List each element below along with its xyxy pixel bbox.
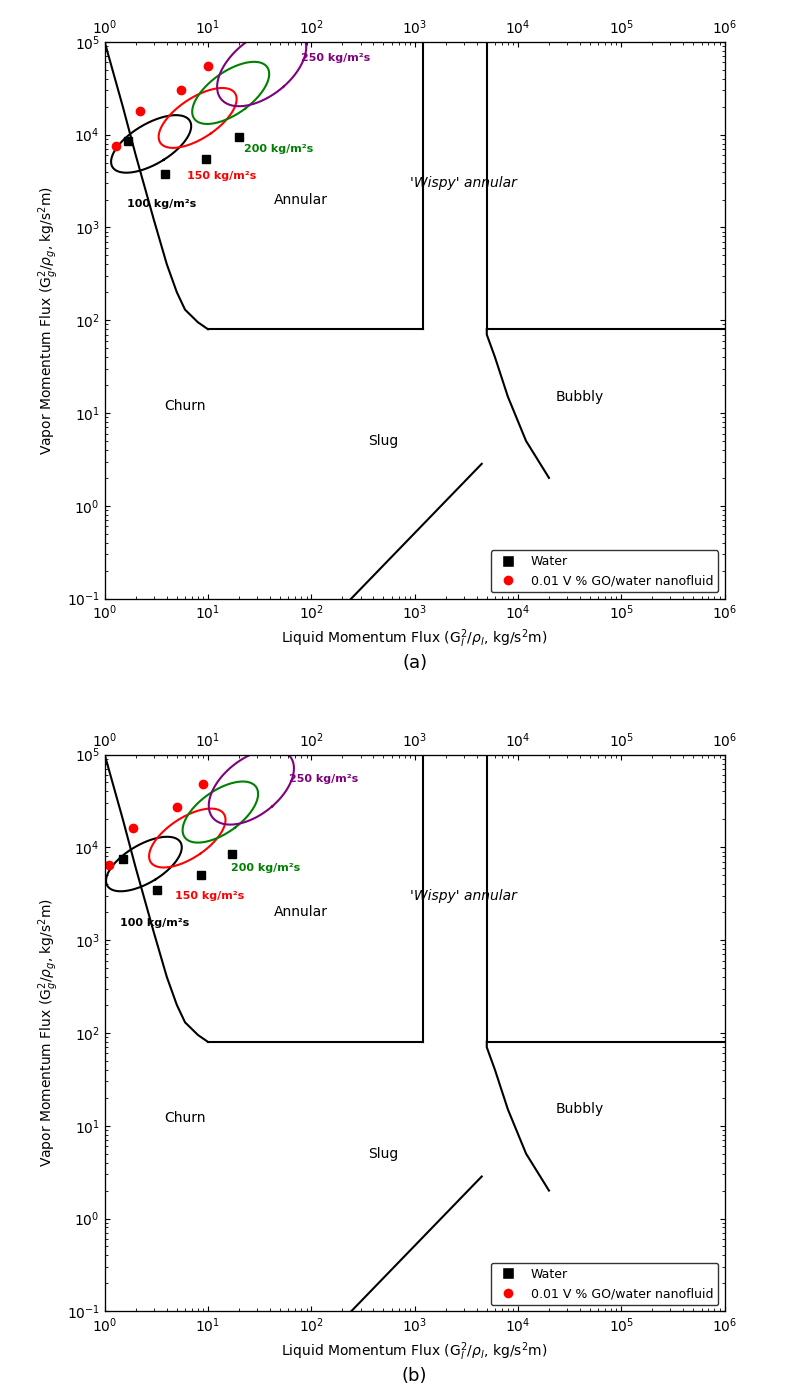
Legend: Water, 0.01 V % GO/water nanofluid: Water, 0.01 V % GO/water nanofluid (491, 550, 718, 593)
Y-axis label: Vapor Momentum Flux (G$_g^2$/$\rho_g$, kg/s$^2$m): Vapor Momentum Flux (G$_g^2$/$\rho_g$, k… (36, 898, 61, 1168)
Y-axis label: Vapor Momentum Flux (G$_g^2$/$\rho_g$, kg/s$^2$m): Vapor Momentum Flux (G$_g^2$/$\rho_g$, k… (36, 186, 61, 455)
Text: Annular: Annular (275, 193, 328, 206)
Text: 250 kg/m²s: 250 kg/m²s (288, 774, 357, 784)
Text: Bubbly: Bubbly (556, 1102, 605, 1116)
Legend: Water, 0.01 V % GO/water nanofluid: Water, 0.01 V % GO/water nanofluid (491, 1262, 718, 1306)
Text: (b): (b) (402, 1367, 427, 1385)
Text: Slug: Slug (369, 1147, 398, 1161)
Text: 200 kg/m²s: 200 kg/m²s (244, 144, 313, 153)
X-axis label: Liquid Momentum Flux (G$_l^2$/$\rho_l$, kg/s$^2$m): Liquid Momentum Flux (G$_l^2$/$\rho_l$, … (282, 628, 547, 650)
Text: 150 kg/m²s: 150 kg/m²s (188, 172, 257, 181)
Text: (a): (a) (402, 654, 427, 672)
Text: 100 kg/m²s: 100 kg/m²s (120, 918, 189, 929)
Text: 150 kg/m²s: 150 kg/m²s (175, 890, 244, 901)
Text: Slug: Slug (369, 434, 398, 448)
Text: Churn: Churn (164, 1112, 206, 1126)
Text: Annular: Annular (275, 905, 328, 919)
Text: 250 kg/m²s: 250 kg/m²s (301, 53, 370, 63)
Text: 'Wispy' annular: 'Wispy' annular (411, 889, 518, 903)
Text: 'Wispy' annular: 'Wispy' annular (411, 176, 518, 190)
Text: 100 kg/m²s: 100 kg/m²s (127, 199, 196, 209)
Text: 200 kg/m²s: 200 kg/m²s (231, 862, 300, 873)
X-axis label: Liquid Momentum Flux (G$_l^2$/$\rho_l$, kg/s$^2$m): Liquid Momentum Flux (G$_l^2$/$\rho_l$, … (282, 1341, 547, 1363)
Text: Bubbly: Bubbly (556, 389, 605, 403)
Text: Churn: Churn (164, 399, 206, 413)
